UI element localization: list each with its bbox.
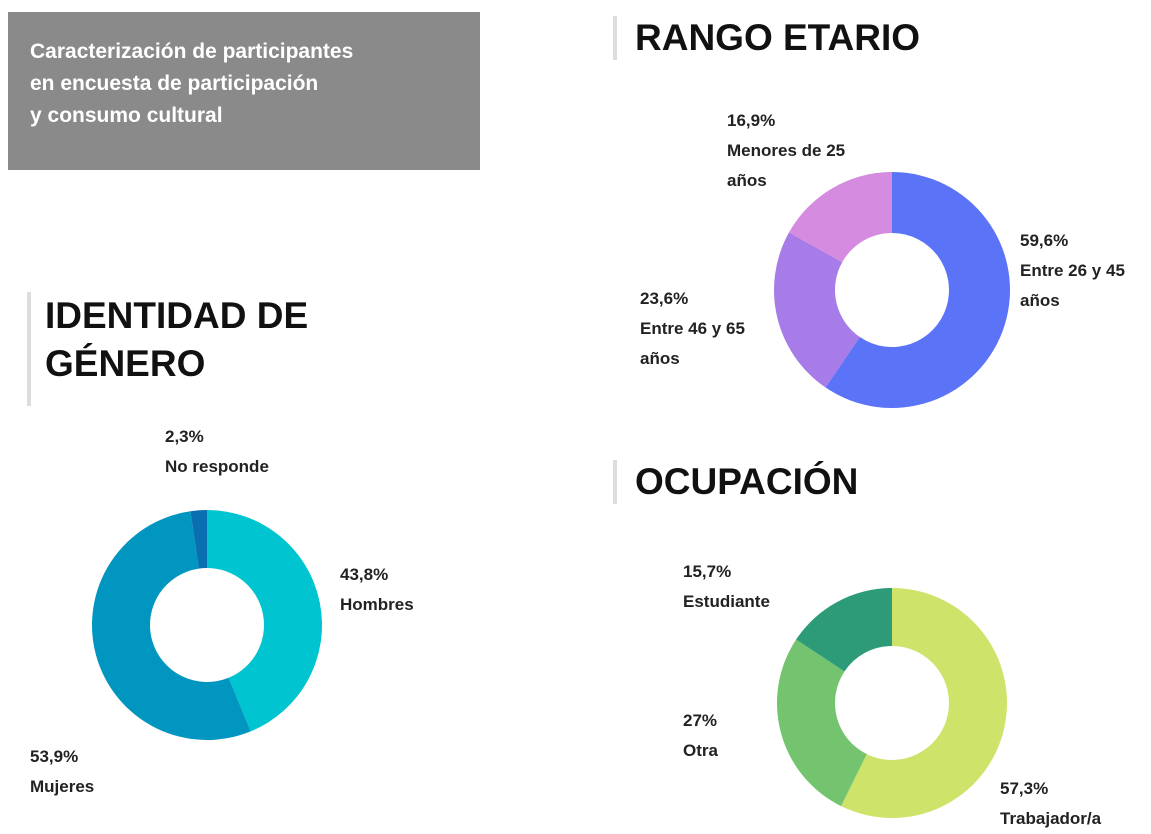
chart-title: IDENTIDAD DE GÉNERO [45,295,309,384]
category-label: Estudiante [683,592,770,611]
donut-segment [207,510,322,732]
value-label: 57,3% [1000,779,1049,798]
title-bar [613,460,617,504]
category-label: Menores de 25 años [727,141,846,190]
donut-segment [796,588,892,672]
value-label: 59,6% [1020,231,1069,250]
chart-title: RANGO ETARIO [635,17,921,58]
donut-segment [777,639,867,807]
value-label: 27% [683,711,718,730]
donut-segment [774,232,860,388]
value-label: 23,6% [640,289,689,308]
category-label: Trabajador/a [1000,809,1102,828]
header-line: Caracterización de participantes [30,40,354,63]
title-bar [613,16,617,60]
header-line: y consumo cultural [30,104,223,127]
donut-segment [190,510,207,569]
category-label: Entre 46 y 65 años [640,319,745,368]
category-label: Hombres [340,595,414,614]
value-label: 43,8% [340,565,389,584]
category-label: Entre 26 y 45 años [1020,261,1125,310]
category-label: Otra [683,741,718,760]
value-label: 15,7% [683,562,732,581]
value-label: 16,9% [727,111,776,130]
donut-segment [91,511,251,741]
category-label: Mujeres [30,777,95,796]
value-label: 2,3% [165,427,204,446]
chart-title: OCUPACIÓN [635,461,859,502]
title-bar [27,292,31,406]
donut-segment [825,172,1010,409]
value-label: 53,9% [30,747,79,766]
category-label: No responde [165,457,269,476]
header-line: en encuesta de participación [30,72,319,95]
header-box: Caracterización de participantes en encu… [8,12,480,170]
donut-segment [789,172,892,263]
donut-segment [841,588,1007,818]
